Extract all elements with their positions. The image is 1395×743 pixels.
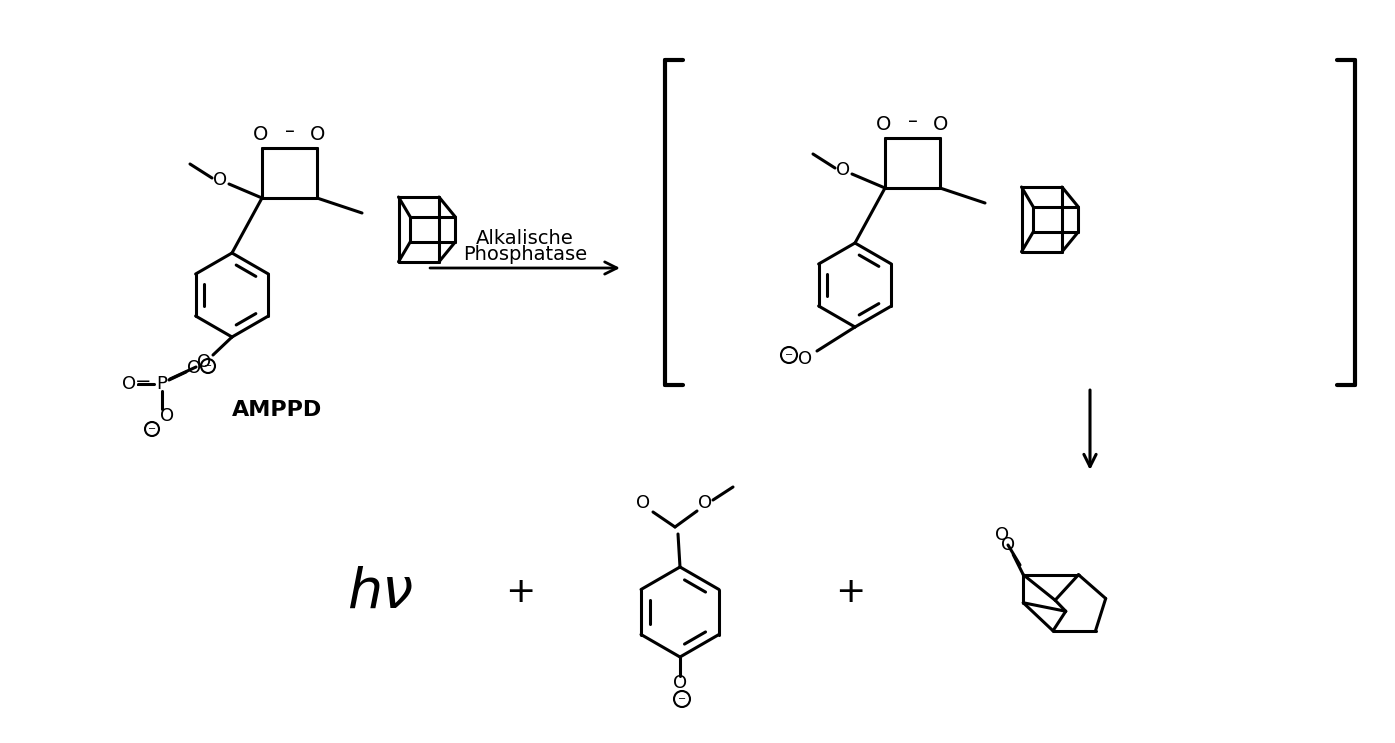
Text: −: −: [678, 694, 686, 704]
Text: O: O: [160, 407, 174, 425]
Text: O: O: [672, 674, 688, 692]
Text: O: O: [876, 114, 891, 134]
Text: O: O: [213, 171, 227, 189]
Text: AMPPD: AMPPD: [232, 400, 322, 420]
Text: −: −: [204, 361, 212, 371]
Text: +: +: [505, 575, 536, 609]
Text: =: =: [135, 374, 151, 392]
Text: O: O: [698, 494, 711, 512]
Text: Phosphatase: Phosphatase: [463, 245, 587, 265]
Text: O: O: [636, 494, 650, 512]
Text: hν: hν: [347, 565, 413, 618]
Text: O: O: [121, 375, 137, 393]
Text: O: O: [933, 114, 949, 134]
Text: Alkalische: Alkalische: [476, 229, 573, 247]
Text: +: +: [834, 575, 865, 609]
Text: −: −: [785, 350, 794, 360]
Text: O: O: [1002, 536, 1016, 554]
Text: O: O: [798, 350, 812, 368]
Text: P: P: [156, 375, 167, 393]
Text: O: O: [836, 161, 850, 179]
Text: –: –: [908, 111, 918, 131]
Text: O: O: [995, 526, 1009, 544]
Text: O: O: [310, 125, 325, 143]
Text: O: O: [197, 353, 211, 371]
Text: –: –: [285, 122, 294, 140]
Text: O: O: [187, 359, 201, 377]
Text: O: O: [254, 125, 269, 143]
Text: −: −: [148, 424, 156, 434]
